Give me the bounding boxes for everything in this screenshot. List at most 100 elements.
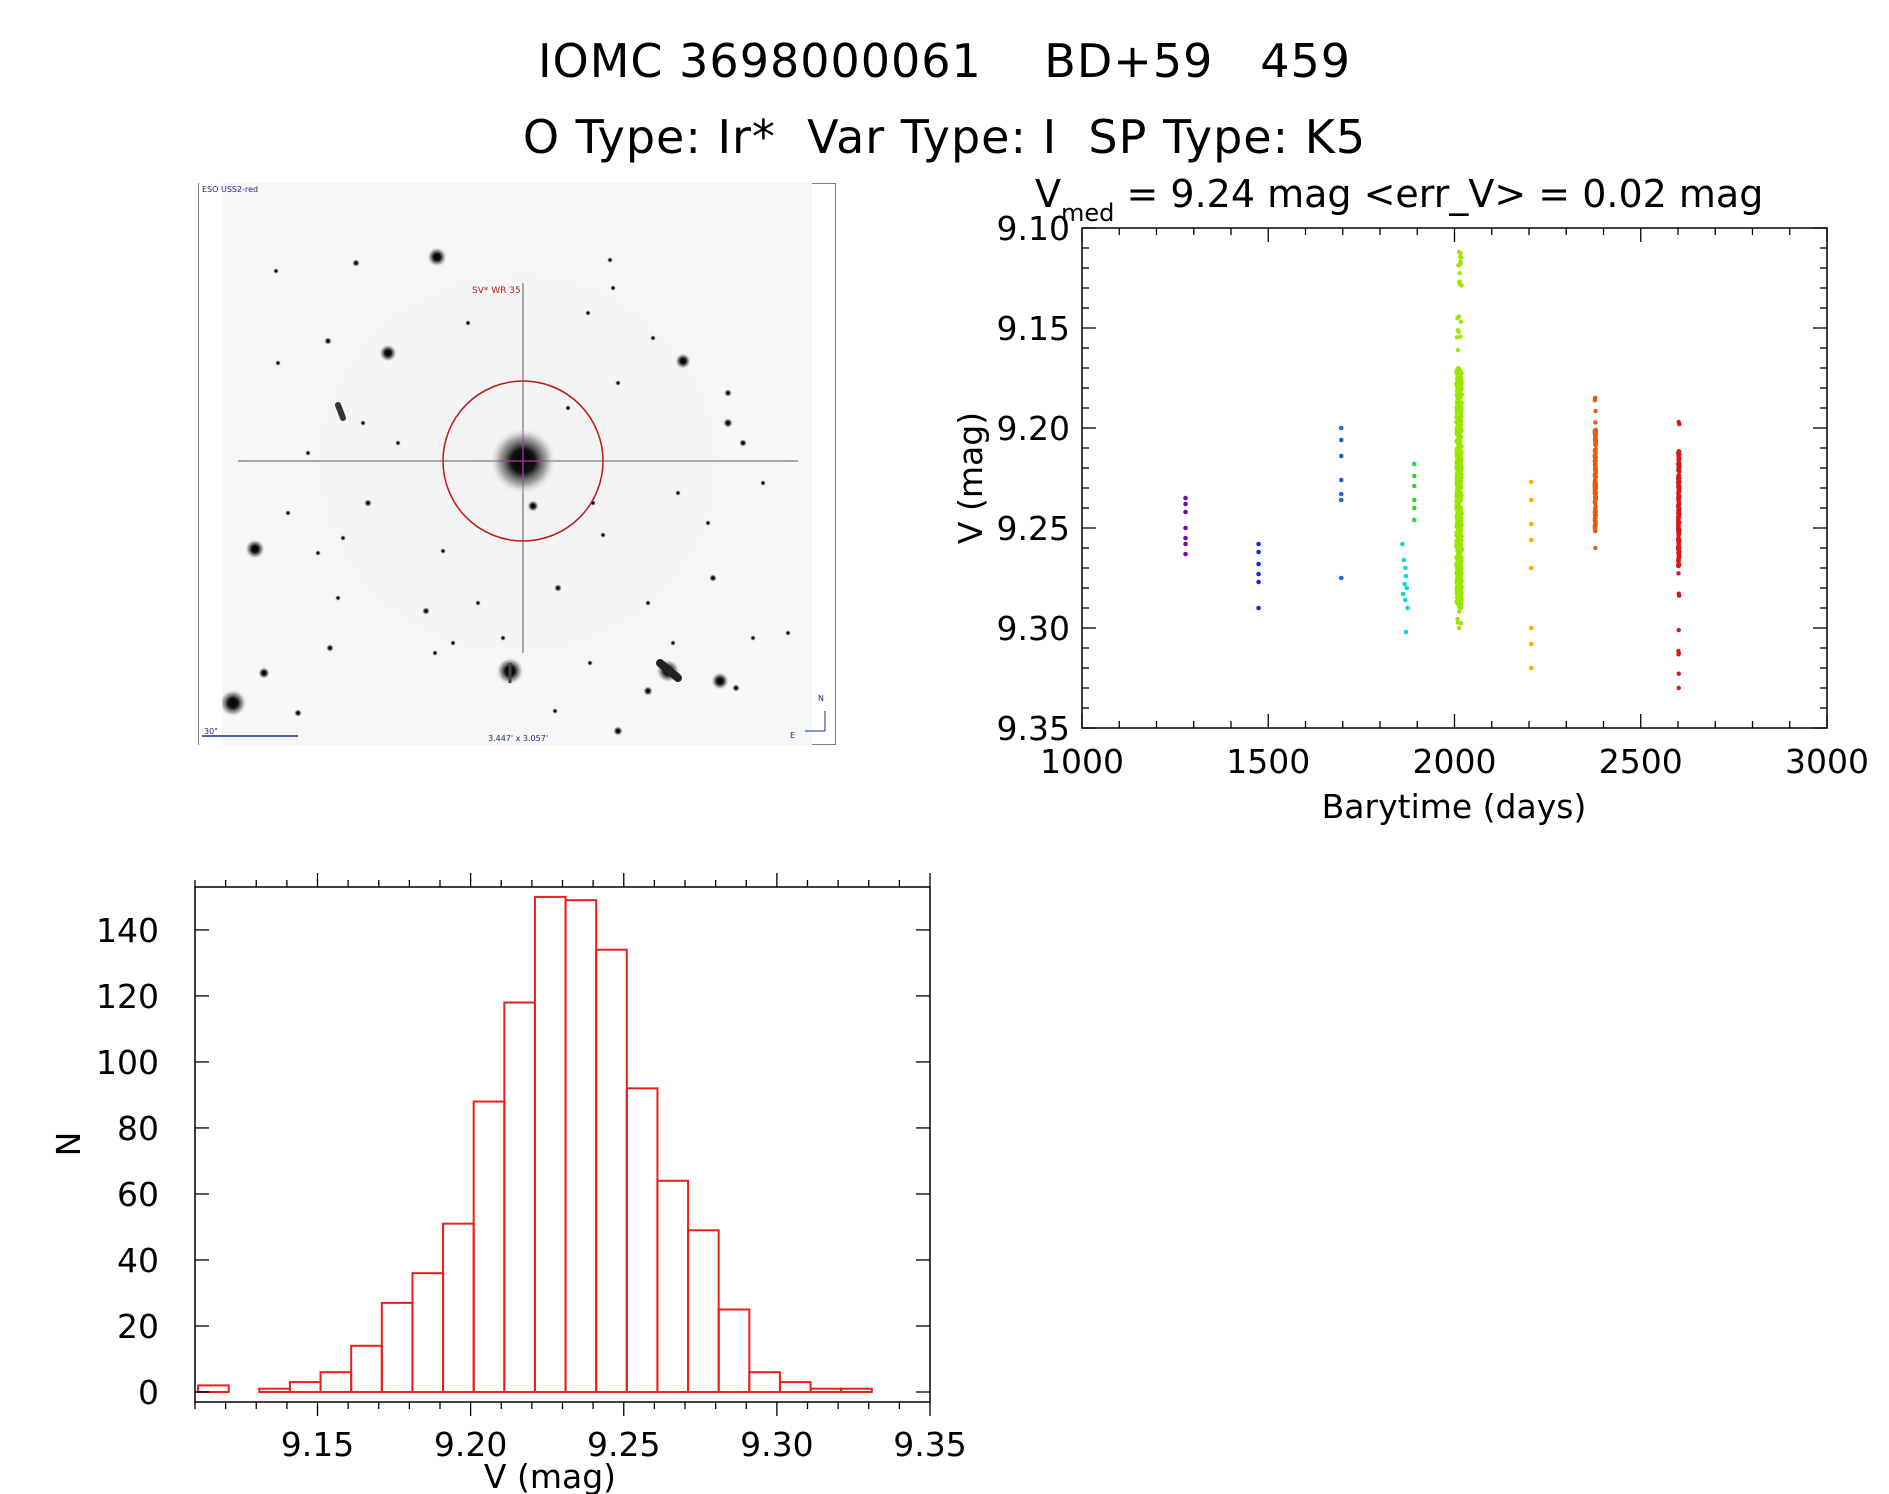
lc-data-point	[1456, 609, 1462, 614]
lc-data-point	[1458, 601, 1464, 606]
lc-data-point	[1403, 597, 1408, 603]
hist-x-tick-label: 9.20	[434, 1425, 507, 1464]
lc-data-point	[1455, 398, 1460, 403]
lc-data-point	[1400, 591, 1406, 597]
finder-star	[395, 440, 401, 446]
lc-data-point	[1593, 515, 1598, 520]
lc-data-point	[1256, 605, 1261, 611]
hist-bar	[288, 1381, 322, 1393]
lc-data-point	[1256, 571, 1261, 577]
lc-data-point	[1458, 573, 1464, 578]
lc-data-point	[1403, 573, 1409, 579]
finder-star	[613, 726, 623, 736]
target-circle	[442, 380, 604, 542]
lc-data-point	[1338, 437, 1344, 443]
lc-data-point	[1593, 504, 1598, 509]
lc-data-point	[1454, 485, 1460, 491]
lc-y-tick-label: 9.10	[997, 209, 1070, 248]
finder-star	[324, 337, 332, 345]
lc-data-point	[1458, 261, 1463, 267]
lc-data-point	[1676, 571, 1681, 576]
lc-data-point	[1401, 557, 1407, 563]
lc-data-point	[1411, 483, 1417, 489]
lc-data-point	[1454, 408, 1460, 414]
lc-data-point	[1183, 495, 1188, 501]
hist-x-tick-label: 9.15	[281, 1425, 354, 1464]
lc-data-point	[1593, 395, 1598, 401]
hist-bar	[778, 1381, 812, 1393]
hist-y-tick-label: 100	[96, 1043, 159, 1082]
lc-data-point	[1676, 419, 1681, 425]
survey-label: ESO USS2-red	[202, 185, 258, 194]
lc-data-point	[1458, 453, 1464, 459]
lc-data-point	[1457, 587, 1463, 593]
lc-x-tick-label: 1000	[1040, 742, 1124, 781]
hist-y-tick-labels: 0 20 40 60 80 100 120 140	[96, 911, 159, 1412]
finder-star	[750, 635, 756, 641]
lc-data-point	[1454, 520, 1460, 526]
finder-star	[326, 644, 334, 652]
hist-bar	[197, 1384, 230, 1393]
lc-data-point	[1456, 592, 1462, 597]
finder-star	[675, 490, 681, 496]
lc-data-point	[1455, 616, 1460, 622]
lc-data-point	[1528, 665, 1534, 671]
lc-data-point	[1411, 505, 1417, 511]
finder-star	[711, 672, 729, 690]
finder-star	[565, 405, 571, 411]
finder-star	[379, 344, 397, 362]
lc-y-tick-label: 9.25	[997, 509, 1070, 548]
finder-star	[552, 708, 558, 714]
finder-star	[340, 535, 346, 541]
lc-data-point	[1459, 406, 1464, 411]
hist-x-tick-labels: 9.15 9.20 9.25 9.30 9.35	[281, 1425, 967, 1464]
finder-star	[585, 310, 591, 316]
lc-y-tick-label: 9.35	[997, 709, 1070, 748]
hist-y-axis-label: N	[49, 1132, 88, 1157]
lc-data-point	[1593, 471, 1598, 477]
lc-data-point	[1458, 319, 1464, 324]
finder-star	[610, 285, 616, 291]
lc-data-point	[1183, 525, 1188, 531]
field-size-label: 3.447' x 3.057'	[488, 734, 548, 743]
chart-title-line2: O Type: Ir* Var Type: I SP Type: K5	[522, 110, 1367, 164]
finder-star	[732, 684, 740, 692]
lc-data-point	[1592, 498, 1598, 504]
lc-data-point	[1455, 462, 1461, 467]
lc-data-point	[1677, 562, 1682, 568]
lc-data-point	[1458, 567, 1463, 573]
lc-data-point	[1183, 501, 1188, 507]
lc-data-point	[1411, 497, 1417, 503]
lc-data-point	[1411, 517, 1417, 523]
finder-star	[739, 439, 747, 447]
lc-data-point	[1457, 499, 1462, 504]
lc-data-point	[1456, 403, 1461, 408]
lc-data-point	[1677, 494, 1682, 500]
hist-bar	[687, 1229, 720, 1393]
lc-data-point	[1411, 461, 1417, 467]
finder-star	[360, 420, 366, 426]
lc-data-point	[1457, 438, 1463, 443]
finder-star	[245, 539, 265, 559]
lc-data-point	[1459, 463, 1464, 468]
finder-star	[554, 584, 562, 592]
lc-data-point	[1528, 625, 1534, 631]
lc-data-point	[1456, 427, 1461, 432]
finder-star	[422, 607, 430, 615]
finder-star	[670, 640, 676, 646]
finder-star	[285, 510, 291, 516]
lc-data-point	[1457, 279, 1462, 284]
finder-star	[724, 389, 732, 397]
hist-y-tick-label: 60	[117, 1175, 159, 1214]
hist-bar	[625, 1087, 659, 1393]
lc-data-point	[1458, 380, 1463, 385]
lc-data-point	[1338, 425, 1344, 431]
lc-title-prefix: V	[1035, 172, 1061, 216]
finder-star	[760, 480, 766, 486]
lc-data-point	[1403, 629, 1409, 635]
lc-data-point	[1256, 579, 1261, 585]
lc-data-point	[1338, 575, 1344, 581]
lc-data-point	[1454, 599, 1459, 604]
lc-data-point	[1454, 513, 1460, 519]
